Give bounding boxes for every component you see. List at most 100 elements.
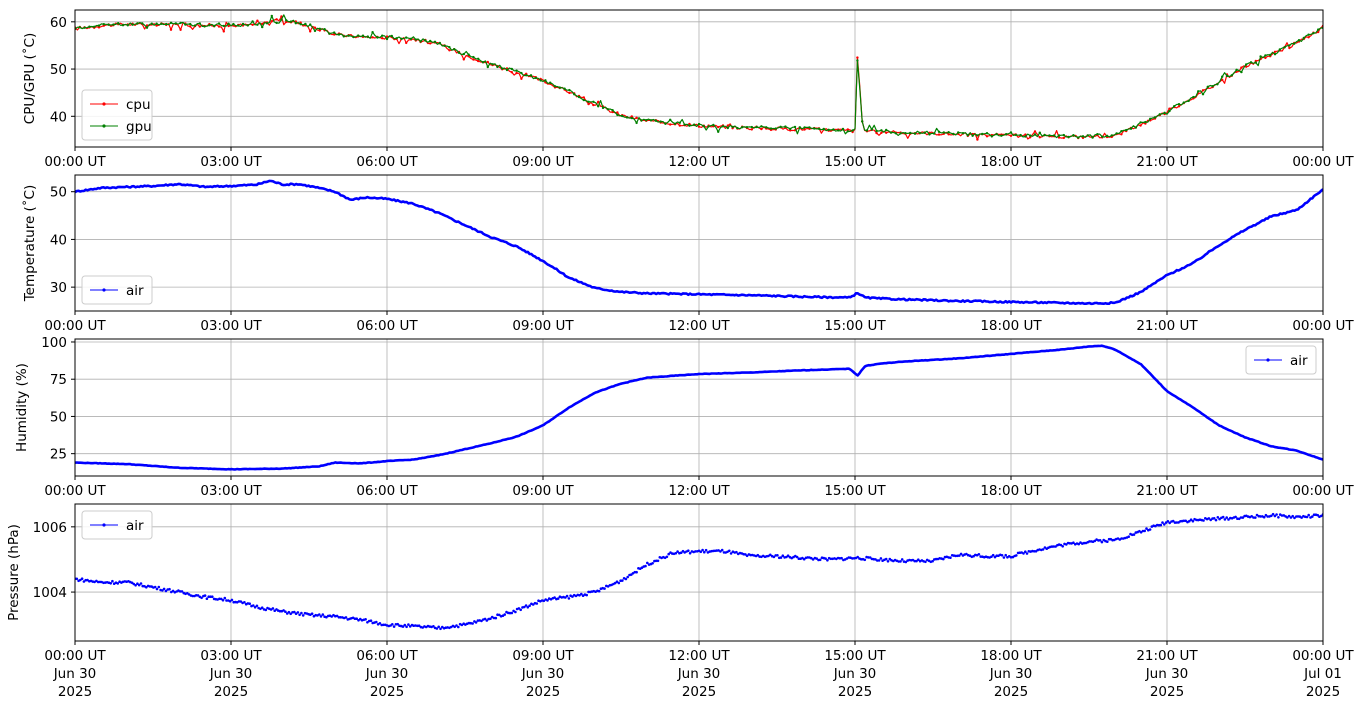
data-point-air [1182, 519, 1186, 523]
x-tick-label: 15:00 UT [824, 483, 886, 499]
x-date-label: Jun 30 [53, 666, 97, 682]
data-point-gpu [309, 23, 312, 26]
data-point-gpu [83, 26, 86, 29]
data-point-gpu [846, 130, 849, 133]
data-point-cpu [333, 33, 336, 36]
data-point-air [453, 625, 457, 629]
data-point-gpu [150, 22, 153, 25]
data-point-air [1293, 516, 1296, 520]
x-year-label: 2025 [682, 684, 716, 700]
data-point-gpu [774, 127, 777, 130]
x-date-label: Jun 30 [677, 666, 721, 682]
data-point-gpu [947, 131, 950, 134]
data-point-air [644, 564, 647, 568]
data-point-cpu [1057, 136, 1061, 139]
data-point-gpu [136, 22, 139, 25]
data-point-air [531, 603, 535, 606]
data-point-gpu [817, 127, 821, 130]
data-point-gpu [107, 23, 110, 26]
data-point-air [296, 611, 300, 614]
data-point-air [408, 625, 412, 628]
data-point-air [1291, 514, 1294, 518]
data-point-air [564, 596, 567, 599]
data-point-gpu [625, 116, 629, 119]
data-point-cpu [697, 125, 701, 128]
data-point-cpu [371, 36, 374, 39]
x-tick-label: 21:00 UT [1136, 483, 1198, 499]
data-point-gpu [232, 22, 235, 26]
data-point-cpu [880, 131, 883, 134]
data-point-air [1271, 512, 1275, 516]
data-point-air [196, 594, 200, 597]
data-point-air [396, 622, 400, 626]
data-point-gpu [659, 120, 662, 123]
data-point-air [1100, 540, 1104, 544]
data-point-gpu [553, 85, 557, 88]
data-point-gpu [141, 22, 144, 25]
data-point-gpu [1134, 126, 1138, 129]
data-point-gpu [712, 123, 715, 127]
data-point-gpu [1216, 83, 1219, 86]
data-point-air [877, 559, 881, 562]
data-point-cpu [1120, 133, 1123, 136]
x-tick-label: 21:00 UT [1136, 154, 1198, 170]
data-point-air [585, 593, 588, 597]
data-point-air [526, 606, 530, 609]
data-point-cpu [381, 37, 384, 40]
legend-label-air: air [126, 283, 144, 299]
data-point-gpu [606, 108, 609, 111]
data-point-air [1305, 515, 1309, 519]
data-point-air [139, 582, 143, 585]
data-point-gpu [251, 20, 254, 23]
y-tick-label: 50 [50, 62, 67, 78]
x-tick-label: 12:00 UT [668, 648, 730, 664]
data-point-cpu [97, 26, 101, 29]
data-point-air [230, 598, 234, 602]
data-point-air [403, 623, 407, 627]
data-point-air [162, 587, 166, 591]
x-date-label: Jun 30 [209, 666, 253, 682]
x-tick-label: 18:00 UT [980, 648, 1042, 664]
data-point-gpu [909, 131, 912, 135]
data-point-air [735, 550, 738, 554]
data-point-gpu [352, 35, 355, 39]
data-point-gpu [227, 22, 230, 25]
data-point-gpu [174, 22, 177, 25]
data-point-air [437, 625, 441, 629]
x-date-label: Jun 30 [365, 666, 409, 682]
data-point-air [137, 583, 141, 587]
data-point-air [364, 618, 367, 621]
data-point-gpu [966, 134, 969, 137]
data-point-gpu [1221, 75, 1224, 78]
data-point-gpu [1283, 46, 1286, 49]
data-point-cpu [885, 131, 888, 134]
data-point-air [392, 625, 396, 628]
data-point-air [375, 620, 378, 624]
data-point-air [1241, 516, 1245, 519]
data-point-air [977, 553, 981, 556]
data-point-gpu [765, 126, 768, 129]
data-point-gpu [1086, 134, 1090, 137]
data-point-air [1319, 514, 1323, 518]
data-point-gpu [1273, 53, 1277, 56]
data-point-gpu [904, 132, 907, 135]
x-tick-label: 09:00 UT [512, 648, 574, 664]
y-axis-label: CPU/GPU (˚C) [21, 33, 38, 124]
y-tick-label: 40 [50, 109, 67, 125]
data-point-gpu [697, 122, 701, 126]
data-point-air [1234, 515, 1237, 519]
data-point-air [255, 604, 259, 608]
data-point-gpu [97, 24, 101, 27]
data-point-gpu [784, 125, 787, 128]
data-point-gpu [832, 128, 835, 131]
data-point-gpu [155, 22, 158, 25]
data-point-air [319, 615, 323, 618]
data-point-air [863, 558, 867, 562]
x-tick-label: 00:00 UT [44, 483, 106, 499]
data-point-air [1311, 515, 1314, 518]
data-point-air [524, 604, 528, 607]
data-point-air [485, 619, 489, 622]
data-point-gpu [688, 124, 691, 127]
data-point-air [1163, 523, 1166, 526]
data-point-gpu [184, 23, 187, 26]
